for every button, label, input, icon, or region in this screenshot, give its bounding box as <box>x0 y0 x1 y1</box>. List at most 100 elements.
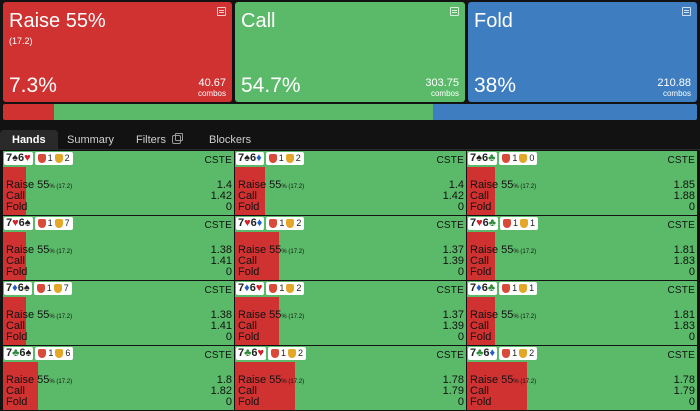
raise-label: Raise 55% (17.2) <box>6 309 73 321</box>
call-value: 1.41 <box>210 320 232 332</box>
raise-value: 1.37 <box>442 244 464 256</box>
cste-tag: CSTE <box>204 155 232 166</box>
raise-label: Raise 55% (17.2) <box>238 179 305 191</box>
raise-label: Raise 55% (17.2) <box>470 244 537 256</box>
hand-cell[interactable]: 7♣6♠ 1 6 CSTE Raise 55% (17.2) 1.8 Call 1.82 Fol… <box>3 346 234 410</box>
tab-blockers[interactable]: Blockers <box>209 134 252 146</box>
card-rank: 7 <box>6 347 13 359</box>
cste-tag: CSTE <box>667 285 695 296</box>
call-label: Call <box>6 190 25 202</box>
tab-summary[interactable]: Summary <box>67 134 115 146</box>
shield-icon <box>519 349 528 358</box>
action-rows: Raise 55% (17.2) 1.37 Call 1.39 Fold 0 <box>238 245 464 278</box>
hand-cell[interactable]: 7♦6♣ 1 1 CSTE Raise 55% (17.2) 1.81 Call 1.83 Fo… <box>467 281 697 345</box>
hand-header: 7♠6♣ 1 0 <box>468 152 538 165</box>
notes-icon[interactable] <box>217 7 226 16</box>
call-card[interactable]: Call 54.7% 303.75 combos <box>235 2 465 102</box>
blocker-count: 2 <box>296 218 302 228</box>
cste-tag: CSTE <box>667 220 695 231</box>
call-label: Call <box>238 255 257 267</box>
hand-header: 7♠6♦ 1 2 <box>236 152 304 165</box>
fold-label: Fold <box>6 396 28 408</box>
fold-row: Fold 0 <box>238 267 464 278</box>
notes-icon[interactable] <box>450 7 459 16</box>
card-rank: 6 <box>481 282 488 294</box>
call-row: Call 1.83 <box>470 256 695 267</box>
club-suit-icon: ♣ <box>487 282 496 294</box>
hand-cell[interactable]: 7♦6♥ 1 2 CSTE Raise 55% (17.2) 1.37 Call 1.39 Fo… <box>235 281 466 345</box>
blocker-count: 1 <box>279 218 285 228</box>
raise-label: Raise 55% (17.2) <box>470 179 537 191</box>
raise-value: 1.37 <box>442 309 464 321</box>
hand-cell[interactable]: 7♥6♠ 1 7 CSTE Raise 55% (17.2) 1.38 Call 1.41 Fo… <box>3 216 234 280</box>
hand-cell[interactable]: 7♠6♥ 1 2 CSTE Raise 55% (17.2) 1.4 Call 1.42 Fol… <box>3 151 234 215</box>
hand-combo: 7♦6♣ <box>468 282 498 295</box>
raise-row: Raise 55% (17.2) 1.81 <box>470 245 695 256</box>
hand-header: 7♦6♠ 1 7 <box>4 282 72 295</box>
diamond-suit-icon: ♦ <box>12 282 18 294</box>
blocker-count: 1 <box>512 153 518 163</box>
hand-header: 7♥6♠ 1 7 <box>4 217 73 230</box>
blocker-count: 1 <box>512 348 518 358</box>
call-value: 1.39 <box>442 320 464 332</box>
shield-icon <box>54 219 63 228</box>
blocker-count: 1 <box>281 348 287 358</box>
hand-combo: 7♣6♠ <box>4 347 34 360</box>
hand-cell[interactable]: 7♣6♦ 1 2 CSTE Raise 55% (17.2) 1.78 Call 1.79 Fo… <box>467 346 697 410</box>
raise-percent: 7.3% <box>9 74 57 97</box>
diamond-suit-icon: ♦ <box>476 282 482 294</box>
cste-tag: CSTE <box>436 220 464 231</box>
blocker-count: 2 <box>529 348 535 358</box>
diamond-suit-icon: ♦ <box>489 347 496 359</box>
fold-value: 0 <box>457 396 464 408</box>
shield-icon <box>38 349 47 358</box>
raise-frequency-fill <box>235 362 296 410</box>
raise-value: 1.4 <box>216 179 232 191</box>
fold-card[interactable]: Fold 38% 210.88 combos <box>468 2 697 102</box>
hand-cell[interactable]: 7♥6♦ 1 2 CSTE Raise 55% (17.2) 1.37 Call 1.39 Fo… <box>235 216 466 280</box>
raise-value: 1.85 <box>673 179 695 191</box>
card-rank: 6 <box>17 152 25 164</box>
heart-suit-icon: ♥ <box>257 347 264 359</box>
raise-frequency-fill <box>467 297 495 345</box>
fold-value: 0 <box>457 201 464 213</box>
shield-icon <box>519 284 528 293</box>
hand-cell[interactable]: 7♣6♥ 1 2 CSTE Raise 55% (17.2) 1.78 Call 1.79 Fo… <box>235 346 466 410</box>
hand-cell[interactable]: 7♥6♣ 1 1 CSTE Raise 55% (17.2) 1.81 Call 1.83 Fo… <box>467 216 697 280</box>
raise-label: Raise 55% (17.2) <box>6 374 73 386</box>
call-combos-label: combos <box>430 89 459 98</box>
fold-label: Fold <box>238 331 260 343</box>
fold-label: Fold <box>6 331 28 343</box>
fold-label: Fold <box>6 201 28 213</box>
fold-value: 0 <box>457 331 464 343</box>
hand-cell[interactable]: 7♠6♣ 1 0 CSTE Raise 55% (17.2) 1.85 Call 1.88 Fo… <box>467 151 697 215</box>
raise-combos-label: combos <box>197 89 226 98</box>
blocker-count: 2 <box>298 348 304 358</box>
fold-value: 0 <box>457 266 464 278</box>
raise-value: 1.4 <box>448 179 464 191</box>
cste-tag: CSTE <box>667 350 695 361</box>
raise-frequency-fill <box>467 232 495 280</box>
tab-filters[interactable]: Filters <box>136 130 183 150</box>
shield-icon <box>286 219 295 228</box>
call-value: 1.42 <box>210 190 232 202</box>
hand-cell[interactable]: 7♦6♠ 1 7 CSTE Raise 55% (17.2) 1.38 Call 1.41 Fo… <box>3 281 234 345</box>
heart-suit-icon: ♥ <box>12 217 19 229</box>
fold-value: 0 <box>225 331 232 343</box>
notes-icon[interactable] <box>682 7 691 16</box>
fold-row: Fold 0 <box>470 202 695 213</box>
raise-frequency-fill <box>3 232 27 280</box>
call-row: Call 1.42 <box>238 191 464 202</box>
raise-card[interactable]: Raise 55% (17.2) 7.3% 40.67 combos <box>3 2 232 102</box>
tab-hands[interactable]: Hands <box>0 130 58 150</box>
spade-suit-icon: ♠ <box>476 152 482 164</box>
raise-frequency-fill <box>3 297 27 345</box>
hand-cell[interactable]: 7♠6♦ 1 2 CSTE Raise 55% (17.2) 1.4 Call 1.42 Fol… <box>235 151 466 215</box>
blocker-count: 1 <box>512 283 518 293</box>
